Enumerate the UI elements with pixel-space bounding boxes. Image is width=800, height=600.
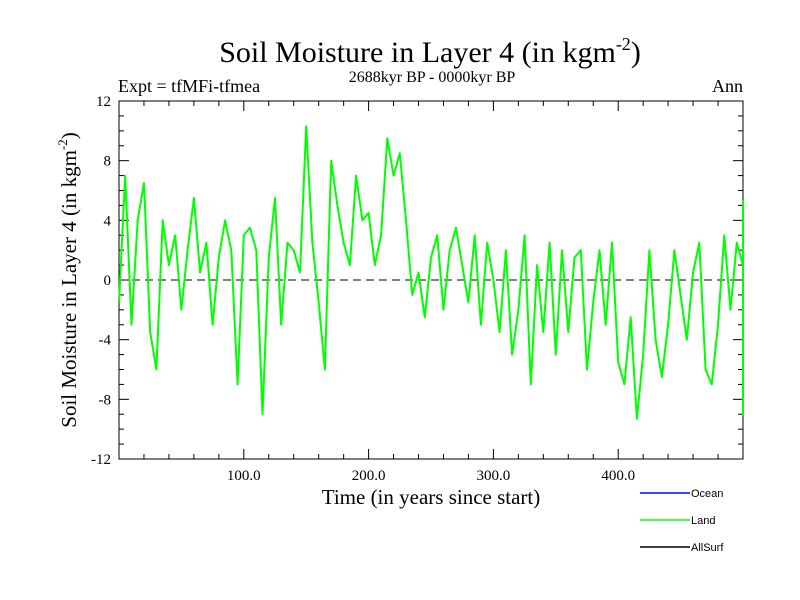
x-tick-label: 300.0 [477,468,511,484]
legend-label-allsurf: AllSurf [691,542,724,554]
legend-label-land: Land [691,515,715,527]
y-tick-label: 4 [104,213,112,229]
legend-label-ocean: Ocean [691,488,723,500]
chart-title: Soil Moisture in Layer 4 (in kgm-2) [219,34,641,69]
x-tick-label: 200.0 [352,468,386,484]
x-tick-label: 400.0 [601,468,635,484]
y-tick-label: 8 [104,154,112,170]
y-tick-label: -4 [99,333,112,349]
legend: Ocean Land AllSurf [640,488,724,554]
chart-subtitle: 2688kyr BP - 0000kyr BP [349,69,516,86]
y-tick-label: 12 [96,94,111,110]
x-axis-label: Time (in years since start) [322,485,541,509]
experiment-label: Expt = tfMFi-tfmea [118,76,260,96]
axis-ticks [119,100,743,460]
y-tick-label: -12 [91,452,111,468]
y-axis-label: Soil Moisture in Layer 4 (in kgm-2) [55,132,81,427]
y-tick-label: 0 [104,273,112,289]
x-tick-label: 100.0 [227,468,261,484]
season-label: Ann [712,76,743,96]
series-line-land [118,125,744,420]
tick-labels: 12 8 4 0 -4 -8 -12 100.0 200.0 300.0 400.0 [91,94,635,484]
y-tick-label: -8 [99,392,112,408]
